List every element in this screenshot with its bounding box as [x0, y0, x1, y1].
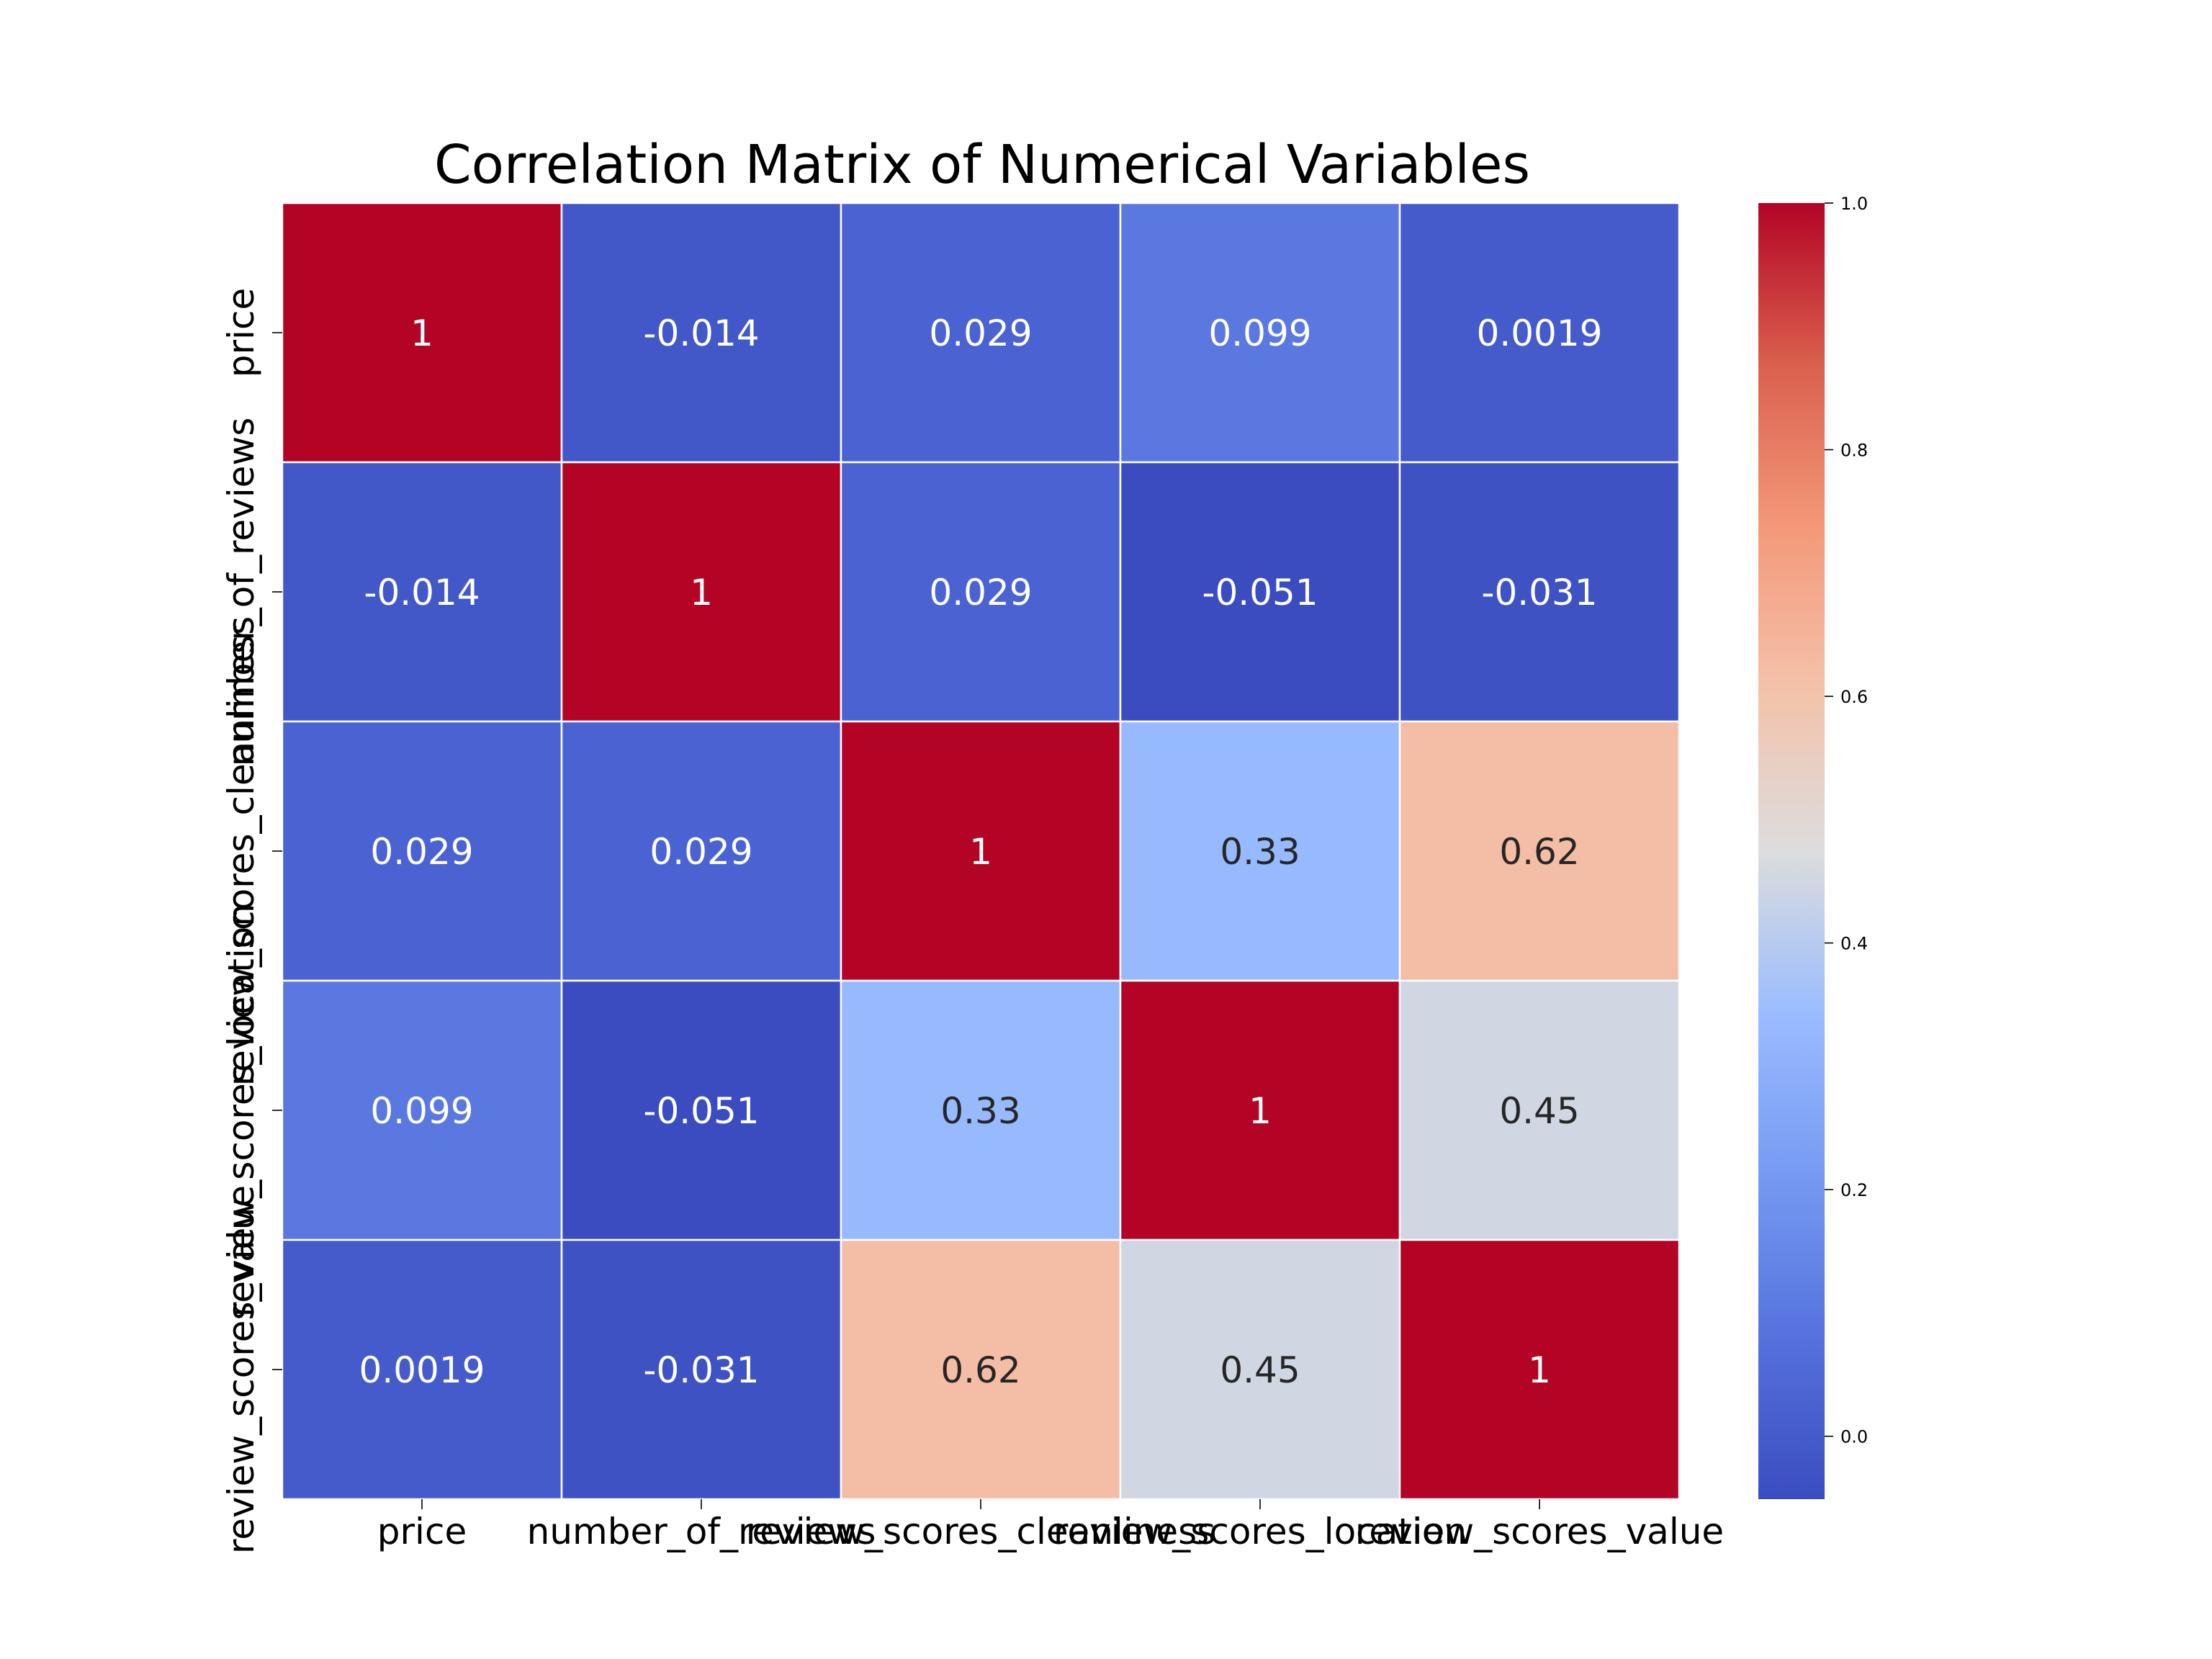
cell-value-label: 0.45 [1220, 1349, 1300, 1391]
heatmap-cell [1398, 979, 1681, 1241]
cell-value-label: 0.029 [929, 313, 1032, 354]
heatmap-cell [840, 1238, 1122, 1501]
heatmap-cell [1398, 202, 1681, 464]
y-tick-label: review_scores_location [220, 904, 262, 1317]
colorbar-tick-label: 1.0 [1840, 194, 1868, 214]
y-tick-label: review_scores_cleanliness [220, 616, 262, 1087]
cell-value-label: 0.62 [1499, 831, 1579, 873]
colorbar-tick-label: 0.4 [1840, 934, 1868, 954]
cell-value-label: 0.0019 [1477, 313, 1603, 354]
cell-value-label: 0.45 [1499, 1090, 1579, 1132]
cell-value-label: 1 [410, 313, 433, 354]
cell-value-label: -0.031 [1481, 572, 1597, 613]
heatmap-cell [281, 1238, 563, 1501]
x-axis: price number_of_reviewsreview_scores_clea… [377, 1499, 1724, 1552]
heatmap-cell [560, 720, 842, 982]
cell-value-label: -0.051 [643, 1090, 759, 1132]
heatmap-cell [1398, 1238, 1681, 1501]
x-tick-label: review_scores_value [1355, 1511, 1724, 1552]
colorbar-tick-label: 0.8 [1840, 441, 1868, 461]
heatmap-cell [1119, 720, 1401, 982]
cell-value-label: 1 [1249, 1090, 1272, 1132]
cell-value-label: -0.051 [1202, 572, 1318, 613]
cell-value-label: -0.031 [643, 1349, 759, 1391]
y-tick-label: price [220, 288, 262, 377]
chart-title: Correlation Matrix of Numerical Variable… [434, 134, 1530, 196]
cell-value-label: 1 [969, 831, 992, 873]
cell-value-label: 0.099 [370, 1090, 473, 1132]
cell-value-label: -0.014 [643, 313, 759, 354]
heatmap-cell [560, 202, 842, 464]
heatmap-cell [840, 720, 1122, 982]
heatmap-cell [1398, 461, 1681, 723]
heatmap-cell [840, 461, 1122, 723]
x-tick-label: number_of_reviews [527, 1511, 876, 1552]
cell-value-label: 0.029 [929, 572, 1032, 613]
heatmap-cell [1398, 720, 1681, 982]
cell-value-label: 0.33 [940, 1090, 1020, 1132]
x-tick-label: review_scores_cleanliness [746, 1511, 1216, 1552]
cell-value-label: 0.33 [1220, 831, 1300, 873]
cell-value-label: 1 [690, 572, 713, 613]
cell-value-label: 0.029 [649, 831, 752, 873]
heatmap-cell [840, 979, 1122, 1241]
heatmap-cells [281, 202, 1681, 1501]
y-axis: price number_of_reviewsreview_scores_clea… [220, 288, 282, 1554]
heatmap-cell [1119, 979, 1401, 1241]
heatmap-cell [560, 461, 842, 723]
colorbar: 0.0 0.2 0.4 0.6 0.8 1.0 [1758, 194, 1868, 1499]
cell-value-label: 0.099 [1208, 313, 1311, 354]
colorbar-tick-label: 0.0 [1840, 1427, 1868, 1447]
heatmap-cell [560, 979, 842, 1241]
heatmap-cell [281, 461, 563, 723]
x-tick-label: review_scores_location [1053, 1511, 1467, 1552]
heatmap-cell [1119, 202, 1401, 464]
cell-value-label: -0.014 [364, 572, 480, 613]
colorbar-tick-label: 0.6 [1840, 687, 1868, 707]
heatmap-cell-labels: 1 -0.014 0.029 0.099 0.0019 -0.014 1 0.029 -0.05… [359, 313, 1603, 1391]
cell-value-label: 0.62 [940, 1349, 1020, 1391]
y-tick-label: number_of_reviews [220, 418, 262, 767]
y-tick-label: review_scores_value [220, 1185, 262, 1554]
cell-value-label: 0.029 [370, 831, 473, 873]
cell-value-label: 0.0019 [359, 1349, 485, 1391]
x-tick-label: price [377, 1511, 467, 1552]
heatmap-cell [560, 1238, 842, 1501]
cell-value-label: 1 [1528, 1349, 1551, 1391]
colorbar-tick-label: 0.2 [1840, 1180, 1868, 1200]
colorbar-gradient [1758, 203, 1825, 1499]
heatmap-cell [281, 202, 563, 464]
heatmap-cell [840, 202, 1122, 464]
